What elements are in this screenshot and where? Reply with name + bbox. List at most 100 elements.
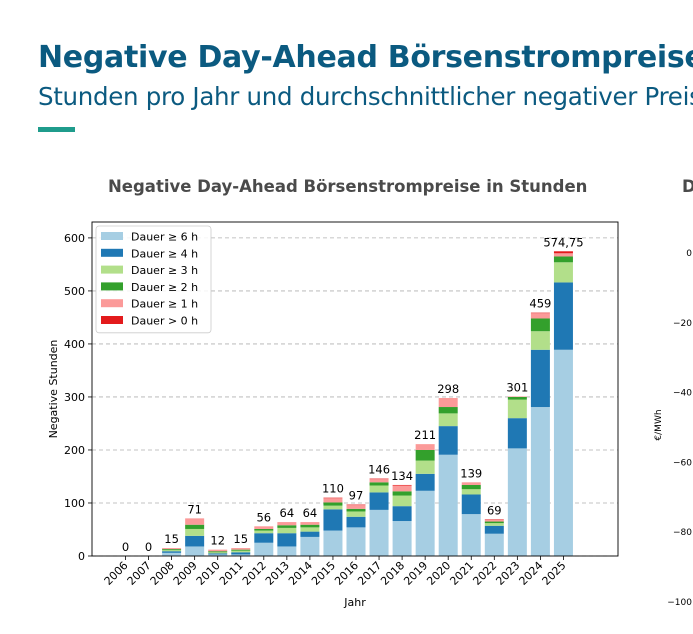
legend-label: Dauer > 0 h <box>131 315 198 328</box>
bar-segment <box>553 251 573 254</box>
bar-segment <box>392 491 412 496</box>
legend-swatch <box>101 265 123 274</box>
bar-segment <box>346 505 366 509</box>
bar-segment <box>300 522 320 525</box>
bar-segment <box>369 479 389 483</box>
bar-segment <box>162 549 182 551</box>
bar-segment <box>438 454 458 556</box>
bar-segment <box>553 253 573 257</box>
bar-segment <box>254 533 274 543</box>
bar-segment <box>323 505 343 510</box>
bar-segment <box>438 398 458 408</box>
total-label: 71 <box>187 502 202 516</box>
page-title: Negative Day-Ahead Börsenstrompreise <box>38 40 693 75</box>
y-tick-label: 600 <box>64 232 85 245</box>
bar-segment <box>507 399 527 419</box>
bar-segment <box>277 533 297 547</box>
bar-segment <box>323 498 343 503</box>
total-label: 15 <box>233 532 248 546</box>
y2-tick-label: −100 <box>667 598 692 608</box>
bar-segment <box>507 448 527 556</box>
y-tick-label: 200 <box>64 444 85 457</box>
bar-segment <box>484 519 504 522</box>
bar-segment <box>277 527 297 534</box>
bar-segment <box>254 542 274 556</box>
bar-segment <box>323 509 343 531</box>
bar-segment <box>369 492 389 510</box>
bar-segment <box>392 495 412 507</box>
total-label: 69 <box>487 503 502 517</box>
bar-segment <box>484 525 504 534</box>
bar-segment <box>392 485 412 492</box>
total-label: 64 <box>280 506 295 520</box>
bar-segment <box>392 484 412 486</box>
bar-segment <box>346 516 366 528</box>
bar-segment <box>461 514 481 556</box>
y2-tick-label: −40 <box>673 389 692 399</box>
bar-segment <box>484 523 504 526</box>
total-label: 0 <box>122 540 129 554</box>
bar-segment <box>484 519 504 520</box>
x-axis-label: Jahr <box>343 596 366 609</box>
bar-segment <box>438 426 458 455</box>
y-tick-label: 500 <box>64 285 85 298</box>
bar-segment <box>369 482 389 486</box>
total-label: 301 <box>506 380 528 394</box>
legend-swatch <box>101 232 123 240</box>
bar-segment <box>346 504 366 506</box>
bar-segment <box>507 396 527 400</box>
plot-frame <box>91 221 619 557</box>
bar-segment <box>530 407 550 556</box>
bar-segment <box>415 490 435 556</box>
bar-segment <box>484 533 504 556</box>
y2-tick-label: −20 <box>673 319 692 329</box>
legend-box <box>95 225 212 334</box>
bar-segment <box>415 473 435 491</box>
bar-segment <box>323 530 343 556</box>
bar-segment <box>208 554 228 556</box>
y2-tick-label: 0 <box>686 249 692 259</box>
y-tick-label: 400 <box>64 338 85 351</box>
bar-segment <box>553 349 573 556</box>
bar-segment <box>553 282 573 350</box>
bar-segment <box>231 548 251 550</box>
bar-segment <box>507 418 527 449</box>
bar-segment <box>254 528 274 531</box>
bar-segment <box>461 489 481 495</box>
bar-segment <box>300 527 320 532</box>
bar-segment <box>208 553 228 555</box>
total-label: 211 <box>414 428 436 442</box>
bar-segment <box>530 349 550 408</box>
bar-segment <box>300 531 320 537</box>
bar-segment <box>162 551 182 553</box>
total-label: 64 <box>303 506 318 520</box>
total-label: 139 <box>460 466 482 480</box>
bar-segment <box>231 550 251 553</box>
bar-segment <box>438 413 458 427</box>
bar-segment <box>461 494 481 515</box>
total-label: 97 <box>349 489 364 503</box>
legend-label: Dauer ≥ 6 h <box>131 231 198 244</box>
bar-segment <box>300 524 320 528</box>
legend-label: Dauer ≥ 4 h <box>131 247 198 260</box>
page-subtitle: Stunden pro Jahr und durchschnittlicher … <box>38 82 693 111</box>
total-label: 15 <box>164 532 179 546</box>
y-tick-label: 300 <box>64 391 85 404</box>
bar-segment <box>415 449 435 461</box>
bar-segment <box>231 554 251 556</box>
total-label: 574,75 <box>543 235 583 249</box>
bar-segment <box>346 511 366 517</box>
legend-swatch <box>101 299 123 308</box>
bar-segment <box>277 522 297 526</box>
y2-axis-label: €/MWh <box>654 409 664 440</box>
bar-segment <box>530 313 550 319</box>
bar-segment <box>507 396 527 397</box>
bar-segment <box>323 502 343 506</box>
bar-segment <box>323 497 343 499</box>
chart-title: Negative Day-Ahead Börsenstrompreise in … <box>108 177 588 196</box>
bar-segment <box>392 521 412 556</box>
y2-tick-label: −60 <box>673 458 692 468</box>
bar-segment <box>185 518 205 525</box>
bar-segment <box>162 548 182 550</box>
